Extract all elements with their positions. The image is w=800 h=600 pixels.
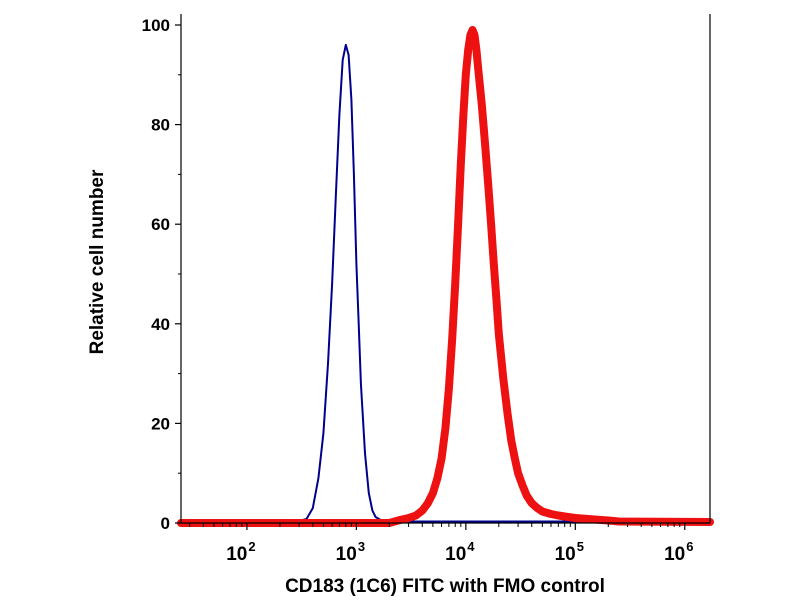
x-tick-label: 102 (226, 539, 255, 565)
series-line-2 (177, 26, 714, 527)
y-tick-label: 40 (151, 315, 170, 334)
y-axis-title: Relative cell number (87, 169, 108, 354)
series-layer (177, 26, 714, 527)
plot-frame (180, 14, 711, 524)
y-tick-label: 20 (151, 414, 170, 433)
x-axis: 102 103 104 105 106 (189, 523, 693, 565)
series-line-1 (180, 43, 711, 523)
x-tick-label: 103 (336, 539, 365, 565)
y-tick-label: 100 (142, 16, 170, 35)
x-axis-title: CD183 (1C6) FITC with FMO control (285, 576, 605, 597)
y-tick-label: 80 (151, 116, 170, 135)
x-tick-label: 104 (445, 539, 475, 565)
x-tick-label: 106 (664, 539, 693, 565)
y-axis: 0 20 40 60 80 100 (142, 16, 181, 533)
y-tick-label: 60 (151, 215, 170, 234)
y-tick-label: 0 (161, 514, 170, 533)
x-tick-label: 105 (555, 539, 584, 565)
